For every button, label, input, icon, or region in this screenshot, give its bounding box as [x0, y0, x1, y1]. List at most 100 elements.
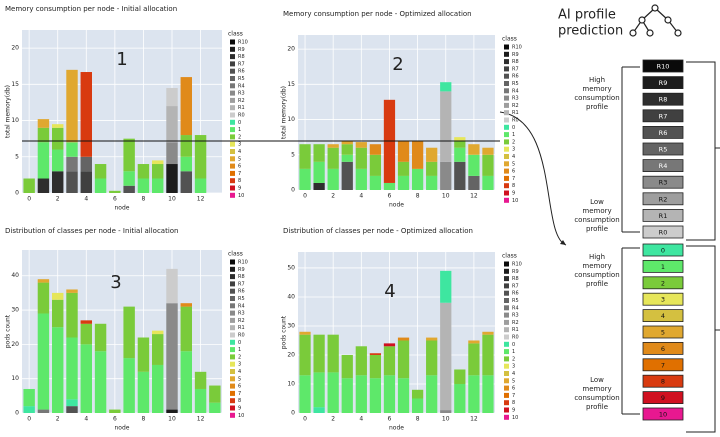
x-tick-label: 2 [331, 193, 335, 200]
high-profile-label: consumption [574, 271, 619, 279]
bar-segment [37, 279, 50, 283]
bar-segment [37, 127, 50, 143]
legend-swatch [230, 339, 235, 345]
legend-swatch [230, 376, 235, 382]
low-profile-label: memory [582, 207, 611, 215]
bar-segment [80, 320, 92, 324]
legend-label: R0 [238, 113, 245, 119]
y-tick-label: 5 [291, 151, 295, 158]
legend-label: 10 [238, 413, 244, 419]
legend-swatch [230, 76, 235, 81]
legend-swatch [230, 354, 235, 360]
bar-segment [37, 119, 50, 128]
legend-swatch [504, 356, 509, 362]
bar-segment [180, 351, 192, 413]
bar-segment [468, 154, 480, 176]
bar-segment [166, 268, 178, 304]
legend-label: 4 [238, 149, 241, 155]
bar-segment [397, 140, 410, 162]
legend-swatch [230, 46, 235, 52]
bar-segment [355, 168, 367, 190]
y-tick-label: 10 [287, 380, 295, 387]
y-tick-label: 10 [11, 117, 19, 124]
x-tick-label: 0 [27, 416, 31, 423]
bar-segment [383, 346, 396, 376]
legend-swatch [230, 97, 235, 103]
bar-segment [123, 185, 135, 193]
legend-label: R9 [238, 267, 245, 273]
legend-label: R2 [512, 103, 519, 109]
bar-segment [397, 337, 410, 341]
legend-swatch [230, 192, 235, 198]
legend-label: 6 [238, 164, 241, 170]
bar-segment [426, 375, 438, 413]
legend-swatch [230, 361, 235, 367]
legend-label: R10 [238, 40, 248, 46]
legend-label: 7 [512, 393, 515, 399]
legend-swatch [230, 296, 235, 301]
profile-box-label: R10 [657, 63, 670, 71]
bar-segment [426, 161, 438, 176]
legend-label: 3 [238, 362, 241, 368]
bar-segment [383, 375, 396, 413]
bar-segment [454, 369, 466, 384]
legend-swatch [504, 400, 509, 406]
bar-segment [327, 168, 339, 190]
bar-segment [52, 149, 64, 172]
bar-segment [341, 161, 353, 190]
legend-swatch [230, 119, 235, 125]
y-tick-label: 15 [287, 81, 295, 88]
legend-label: 8 [238, 178, 241, 184]
bar-segment [66, 292, 78, 338]
bar-segment [313, 372, 325, 408]
bar-segment [341, 154, 353, 162]
legend-swatch [230, 105, 235, 111]
y-axis-label: pods count [5, 314, 12, 348]
legend-label: 7 [512, 176, 515, 182]
legend-swatch [504, 110, 509, 116]
legend-label: R1 [238, 325, 245, 331]
bar-segment [180, 77, 192, 136]
legend-label: R5 [238, 296, 245, 302]
legend-label: R1 [512, 327, 519, 333]
profile-box-label: 3 [661, 296, 665, 304]
y-tick-label: 30 [287, 322, 295, 329]
legend-label: 0 [512, 342, 515, 348]
bar-segment [66, 156, 78, 172]
legend-label: 8 [512, 183, 515, 189]
legend-swatch [504, 290, 509, 296]
legend-swatch [504, 95, 509, 101]
legend-swatch [504, 349, 509, 355]
legend-swatch [504, 319, 509, 325]
bar-segment [313, 407, 325, 413]
bar-segment [369, 378, 382, 413]
bar-segment [440, 161, 452, 190]
y-tick-label: 0 [15, 410, 19, 417]
bar-segment [66, 69, 78, 143]
legend-swatch [504, 168, 509, 174]
panel-number: 2 [392, 54, 403, 75]
legend-swatch [230, 405, 235, 411]
profile-box [642, 76, 684, 89]
bar-segment [94, 164, 107, 179]
bar-segment [454, 383, 466, 413]
x-axis-label: node [115, 425, 130, 432]
legend-label: R6 [238, 69, 245, 75]
bar-segment [152, 178, 164, 193]
x-axis-label: node [389, 425, 404, 432]
y-tick-label: 10 [11, 375, 19, 382]
legend-swatch [504, 124, 509, 130]
legend-label: 1 [238, 127, 241, 133]
legend-label: R5 [512, 81, 519, 87]
legend-label: R10 [238, 260, 248, 266]
bar-segment [355, 375, 367, 413]
legend-swatch [504, 154, 509, 159]
legend-label: R8 [512, 276, 519, 282]
profile-box-label: R9 [659, 79, 668, 87]
legend-label: R10 [512, 262, 522, 268]
panel-number: 1 [116, 49, 127, 70]
legend-swatch [504, 117, 509, 123]
bar-segment [411, 389, 424, 399]
legend-swatch [230, 141, 235, 147]
profile-box-label: 1 [661, 263, 665, 271]
